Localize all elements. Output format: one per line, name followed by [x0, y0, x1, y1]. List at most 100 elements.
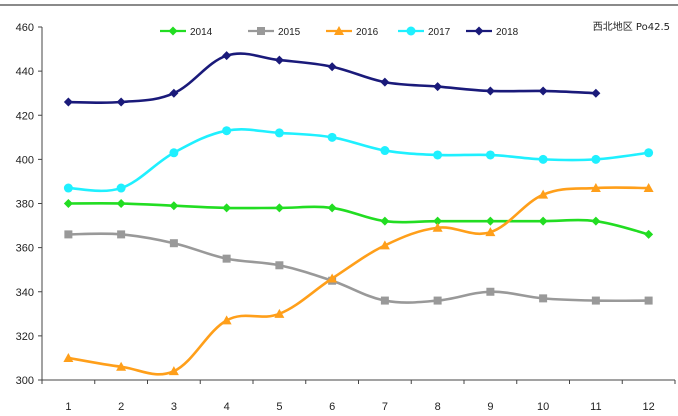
series-2018 — [63, 51, 601, 107]
y-tick-label: 360 — [16, 243, 34, 255]
data-point-2015 — [591, 296, 600, 305]
data-point-2018 — [327, 62, 337, 72]
data-point-2015 — [539, 294, 548, 303]
data-point-2016 — [116, 361, 127, 371]
legend-label: 2018 — [496, 27, 519, 38]
data-point-2017 — [591, 154, 601, 164]
data-point-2016 — [221, 315, 232, 325]
data-point-2014 — [63, 199, 73, 208]
y-tick-label: 300 — [16, 375, 34, 387]
data-point-2015 — [222, 254, 231, 263]
data-point-2016 — [538, 189, 549, 199]
data-point-2015 — [380, 296, 389, 305]
x-tick-label: 4 — [224, 401, 230, 413]
data-point-2017 — [222, 126, 232, 136]
series-2014 — [63, 199, 654, 239]
data-point-2014 — [433, 216, 443, 226]
data-point-2014 — [327, 203, 337, 213]
data-point-2016 — [432, 222, 443, 232]
data-point-2018 — [169, 88, 179, 98]
y-tick-label: 380 — [16, 199, 34, 211]
x-tick-label: 2 — [118, 401, 124, 413]
data-point-2014 — [380, 216, 390, 226]
data-point-2017 — [327, 132, 337, 142]
x-tick-label: 7 — [382, 401, 388, 413]
data-point-2015 — [644, 296, 653, 305]
legend-marker — [257, 27, 265, 35]
data-point-2015 — [275, 261, 284, 270]
y-tick-label: 420 — [16, 110, 34, 122]
legend: 2014 2015 2016 2017 2018 — [160, 26, 519, 38]
data-point-2018 — [116, 97, 126, 107]
series-2016 — [63, 183, 654, 376]
x-tick-label: 6 — [329, 401, 335, 413]
data-point-2015 — [433, 296, 442, 305]
data-point-2014 — [169, 201, 179, 211]
legend-label: 2017 — [428, 27, 451, 38]
data-point-2017 — [63, 183, 73, 193]
y-tick-label: 440 — [16, 66, 34, 78]
legend-marker — [168, 26, 178, 36]
legend-marker — [334, 26, 344, 35]
y-tick-label: 320 — [16, 331, 34, 343]
y-tick-label: 400 — [16, 154, 34, 166]
data-point-2018 — [274, 55, 284, 65]
data-point-2016 — [63, 352, 74, 362]
legend-item-2018: 2018 — [466, 26, 519, 38]
data-point-2015 — [486, 287, 495, 296]
legend-label: 2014 — [190, 27, 213, 38]
data-point-2015 — [117, 230, 126, 239]
data-point-2017 — [169, 148, 179, 158]
data-point-2014 — [116, 199, 126, 208]
legend-item-2017: 2017 — [398, 26, 451, 38]
data-point-2016 — [643, 183, 654, 193]
series-2015 — [64, 230, 653, 305]
data-point-2018 — [485, 86, 495, 96]
series-line-2015 — [68, 232, 649, 304]
x-tick-label: 1 — [65, 401, 71, 413]
x-tick-label: 3 — [171, 401, 177, 413]
data-point-2017 — [538, 154, 548, 164]
data-point-2017 — [116, 183, 126, 193]
x-tick-label: 8 — [435, 401, 441, 413]
legend-marker — [474, 26, 484, 36]
data-point-2016 — [168, 366, 179, 376]
series-line-2017 — [68, 128, 649, 193]
data-point-2016 — [485, 227, 496, 237]
legend-marker — [406, 26, 416, 36]
data-point-2015 — [169, 239, 178, 248]
legend-label: 2015 — [278, 27, 301, 38]
x-tick-label: 11 — [590, 401, 601, 413]
legend-item-2014: 2014 — [160, 26, 213, 38]
legend-label: 2016 — [356, 27, 379, 38]
data-point-2017 — [644, 148, 654, 158]
data-point-2014 — [485, 216, 495, 226]
data-point-2018 — [591, 88, 601, 98]
legend-item-2016: 2016 — [326, 26, 379, 38]
series-line-2018 — [68, 52, 596, 105]
x-tick-label: 12 — [643, 401, 655, 413]
x-tick-label: 5 — [276, 401, 282, 413]
y-tick-label: 340 — [16, 287, 34, 299]
series-line-2014 — [68, 202, 649, 236]
chart-annotation: 西北地区 Po42.5 — [593, 20, 670, 33]
data-point-2018 — [433, 82, 443, 92]
data-point-2016 — [327, 273, 338, 283]
data-point-2017 — [380, 146, 390, 156]
data-point-2018 — [380, 77, 390, 87]
y-tick-label: 460 — [16, 22, 34, 34]
x-tick-label: 10 — [537, 401, 549, 413]
data-point-2017 — [433, 150, 443, 160]
data-point-2016 — [379, 240, 390, 250]
series-layer — [63, 51, 654, 376]
data-point-2016 — [590, 183, 601, 193]
data-point-2015 — [64, 230, 73, 239]
data-point-2017 — [485, 150, 495, 160]
data-point-2018 — [63, 97, 73, 107]
data-point-2018 — [538, 86, 548, 96]
data-point-2018 — [222, 51, 232, 61]
data-point-2014 — [274, 203, 284, 213]
data-point-2017 — [274, 128, 284, 138]
